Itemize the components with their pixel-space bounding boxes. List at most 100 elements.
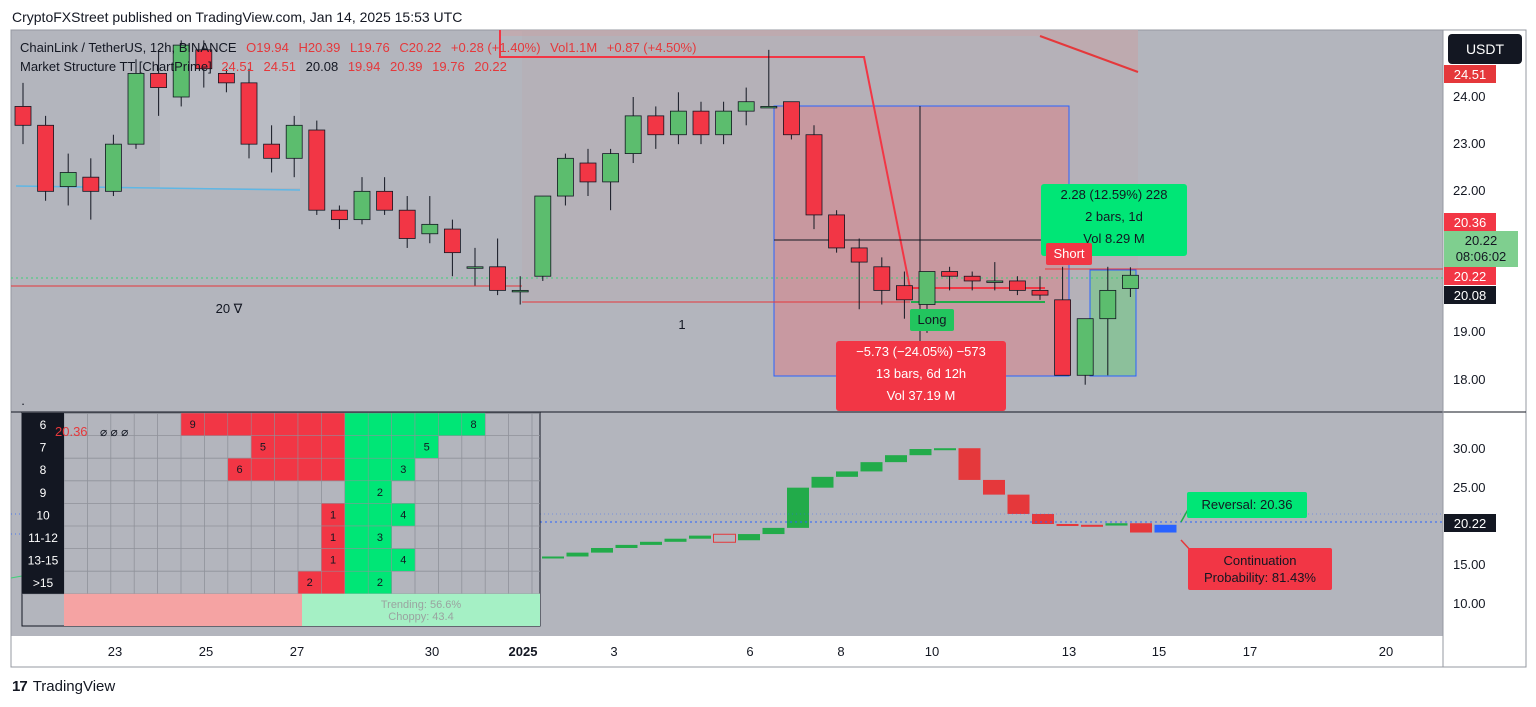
heat-cell-red — [274, 457, 299, 482]
lower-step — [664, 538, 687, 542]
candle-up — [737, 101, 755, 112]
lower-step — [640, 541, 662, 545]
lower-step — [591, 547, 613, 553]
publisher-header: CryptoFXStreet published on TradingView.… — [12, 9, 463, 25]
price-tick-label: 24.00 — [1453, 89, 1486, 104]
heat-cell-green — [344, 457, 369, 482]
probability-text: Probability: 81.43% — [1203, 570, 1316, 585]
candle-up — [285, 124, 303, 159]
indicator-value-3: 20.08 — [305, 59, 339, 74]
lower-step — [860, 462, 883, 472]
lower-step — [1154, 524, 1177, 533]
price-tick-label: 22.00 — [1453, 183, 1486, 198]
candle-up — [918, 271, 936, 305]
time-tick-label: 25 — [198, 644, 214, 659]
candle-up — [1122, 274, 1139, 289]
candle-down — [783, 101, 800, 136]
time-tick-label: 8 — [837, 644, 845, 659]
candle-down — [963, 275, 981, 282]
lower-left-green — [10, 575, 23, 579]
heat-cell-green — [344, 548, 369, 572]
lower-step — [934, 448, 956, 451]
candle-down — [150, 73, 168, 88]
heat-red-count: 1 — [330, 555, 336, 567]
short-measure-label: −5.73 (−24.05%) −573 13 bars, 6d 12h Vol… — [836, 341, 1006, 411]
long-measure-line3: Vol 8.29 M — [1083, 231, 1145, 246]
heat-cell-green — [367, 457, 392, 482]
candle-up — [760, 106, 778, 109]
heat-cell-red — [297, 457, 322, 482]
candle-down — [692, 110, 710, 136]
candle-down — [376, 190, 394, 211]
heat-cell-green — [367, 435, 392, 459]
price-tick-label-lower: 30.00 — [1453, 441, 1486, 456]
indicator-value-7: 20.22 — [474, 59, 507, 74]
time-tick-label: 17 — [1242, 644, 1258, 659]
heat-green-count: 8 — [470, 419, 476, 431]
heat-green-count: 5 — [424, 442, 430, 454]
short-measure-line3: Vol 37.19 M — [886, 388, 956, 403]
structure-line-top — [1039, 35, 1139, 73]
heat-cell-green — [438, 412, 463, 436]
heat-cell-green — [367, 548, 392, 572]
lower-step — [811, 476, 834, 488]
heat-cell-green — [391, 548, 416, 572]
candle-up — [127, 73, 145, 145]
lower-step — [542, 556, 564, 559]
heat-red-count: 1 — [330, 509, 336, 521]
heat-cell-red — [297, 435, 322, 459]
price-tag-lower: 20.22 — [1444, 514, 1496, 532]
heat-cell-green — [367, 412, 392, 436]
heat-green-count: 3 — [400, 464, 406, 476]
candle-up — [421, 223, 439, 235]
heat-cell-red — [321, 570, 346, 595]
lower-step — [1056, 524, 1079, 527]
lower-step — [762, 527, 785, 535]
footer-green-text: Trending: 56.6% — [381, 599, 462, 611]
heat-red-count: 1 — [330, 532, 336, 544]
candle-down — [873, 266, 891, 291]
time-tick-label: 27 — [289, 644, 305, 659]
last-price: 20.22 — [1464, 233, 1498, 248]
lower-step — [1105, 523, 1128, 526]
ohlc-low: L19.76 — [349, 40, 390, 55]
price-tick-label-lower: 15.00 — [1453, 557, 1486, 572]
lower-step — [787, 487, 809, 528]
heat-red-count: 6 — [236, 464, 242, 476]
lower-step — [738, 534, 760, 541]
structure-dot: . — [21, 393, 25, 408]
heat-cell-green — [367, 503, 392, 527]
candle-up — [59, 172, 77, 188]
heat-green-count: 4 — [400, 555, 406, 567]
structure-label-20: 20 ∇ — [215, 301, 243, 316]
row-label-column — [22, 413, 64, 594]
heat-overlay-value: 20.36 — [55, 424, 88, 439]
price-tick-label: 18.00 — [1453, 372, 1486, 387]
indicator-info[interactable]: Market Structure TT [ChartPrime] 24.51 2… — [20, 59, 513, 74]
reversal-label: Reversal: 20.36 — [1187, 492, 1307, 518]
price-tag-dark: 20.08 — [1444, 286, 1496, 304]
price-tag-last: 20.22 08:06:02 — [1444, 231, 1518, 267]
candle-up — [986, 280, 1004, 283]
countdown: 08:06:02 — [1455, 249, 1507, 264]
footer-green-text: Choppy: 43.4 — [388, 611, 453, 623]
volume-value: Vol1.1M — [550, 40, 598, 55]
short-label: Short — [1046, 243, 1092, 265]
indicator-value-2: 24.51 — [263, 59, 297, 74]
price-tick-label: 19.00 — [1453, 324, 1486, 339]
change-value: +0.28 (+1.40%) — [450, 40, 541, 55]
tradingview-logo: 17 TradingView — [12, 678, 115, 695]
long-measure-line1: 2.28 (12.59%) 228 — [1060, 187, 1168, 202]
heat-table: 6 7 8 9 10 11-12 13-15 >15 9 5 6 1 1 1 2 8 5 3 2 4 3 4 2 20.36 ⌀… — [21, 412, 541, 627]
candle-down — [647, 115, 665, 136]
candle-up — [624, 115, 642, 155]
indicator-value-6: 19.76 — [432, 59, 465, 74]
candle-up — [511, 289, 529, 293]
lower-steps-group — [542, 448, 1177, 559]
long-measure-line2: 2 bars, 1d — [1085, 209, 1143, 224]
candle-down — [850, 247, 868, 263]
currency-button[interactable]: USDT — [1448, 34, 1522, 64]
heat-green-count: 2 — [377, 487, 383, 499]
upper-red-zone — [500, 30, 1138, 72]
lower-step — [983, 479, 1005, 495]
